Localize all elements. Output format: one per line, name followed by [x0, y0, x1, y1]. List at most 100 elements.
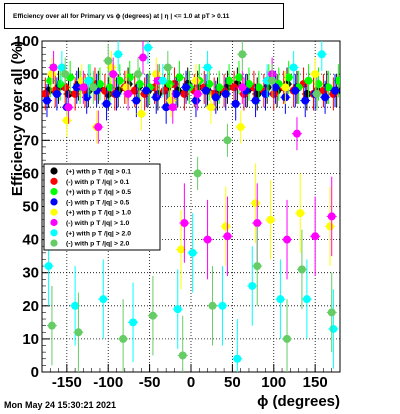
data-point [329, 324, 338, 333]
x-tick-label: 50 [224, 374, 241, 391]
title-box: Efficiency over all for Primary vs ϕ (de… [4, 3, 284, 29]
data-point [324, 83, 333, 92]
data-layer [42, 41, 340, 372]
data-point [119, 334, 128, 343]
data-point [178, 351, 187, 360]
data-point [304, 76, 313, 85]
legend-marker [50, 188, 58, 196]
legend-marker [50, 229, 58, 237]
data-point [138, 53, 147, 62]
data-point [236, 123, 245, 132]
legend-marker [50, 239, 58, 247]
data-point [52, 89, 61, 98]
data-point [283, 334, 292, 343]
x-tick-label: -100 [93, 374, 123, 391]
x-axis-label: ϕ (degrees) [257, 393, 340, 410]
data-point [261, 89, 270, 98]
data-point [158, 76, 167, 85]
data-point [284, 73, 293, 82]
data-point [177, 245, 186, 254]
data-point [109, 70, 118, 79]
data-point [297, 265, 306, 274]
data-point [57, 63, 66, 72]
data-point [94, 123, 103, 132]
data-point [334, 76, 340, 85]
data-point [208, 301, 217, 310]
data-point [311, 70, 320, 79]
data-point [61, 70, 70, 79]
legend-label: (+) with p T /|q| > 2.0 [66, 230, 131, 237]
data-point [49, 63, 58, 72]
data-point [289, 63, 298, 72]
legend-label: (-) with p T /|q| > 1.0 [66, 220, 129, 227]
data-point [137, 109, 146, 118]
data-point [125, 73, 134, 82]
y-tick-label: 80 [22, 99, 39, 116]
data-point [331, 86, 340, 95]
legend-box [43, 163, 161, 251]
data-point [44, 262, 53, 271]
y-tick-label: 100 [14, 33, 39, 50]
data-point [162, 103, 171, 112]
legend-label: (-) with p T /|q| > 0.1 [66, 179, 129, 186]
legend-label: (-) with p T /|q| > 2.0 [66, 241, 129, 248]
data-point [218, 301, 227, 310]
y-tick-label: 70 [22, 132, 39, 149]
data-point [251, 199, 260, 208]
data-point [215, 83, 224, 92]
data-point [89, 83, 98, 92]
legend-marker [50, 208, 58, 216]
y-tick-label: 90 [22, 66, 39, 83]
data-point [201, 86, 210, 95]
data-point [134, 70, 143, 79]
data-point [188, 248, 197, 257]
data-point [95, 80, 104, 89]
data-point [124, 89, 133, 98]
data-point [253, 219, 262, 228]
data-point [301, 96, 310, 105]
x-tick-label: -50 [139, 374, 161, 391]
data-point [321, 93, 330, 102]
data-point [112, 89, 121, 98]
data-point [211, 93, 220, 102]
data-point [251, 96, 260, 105]
data-point [163, 63, 172, 72]
data-point [142, 86, 151, 95]
data-point [276, 295, 285, 304]
data-point [152, 93, 161, 102]
data-point [47, 321, 56, 330]
data-point [79, 83, 88, 92]
legend-label: (+) with p T /|q| > 1.0 [66, 210, 131, 217]
x-tick-label: 100 [261, 374, 286, 391]
legend-marker [50, 198, 58, 206]
data-point [312, 89, 321, 98]
data-point [114, 50, 123, 59]
data-point [105, 83, 114, 92]
y-tick-label: 60 [22, 165, 39, 182]
data-point [104, 56, 113, 65]
data-point [42, 89, 50, 98]
legend-marker [50, 177, 58, 185]
chart-title: Efficiency over all for Primary vs ϕ (de… [13, 13, 230, 20]
x-tick-label: 150 [303, 374, 328, 391]
data-point [302, 295, 311, 304]
data-point [292, 129, 301, 138]
data-point [135, 80, 144, 89]
data-point [327, 212, 336, 221]
data-point [82, 93, 91, 102]
data-point [102, 99, 111, 108]
data-point [317, 50, 326, 59]
data-point [203, 235, 212, 244]
data-point [180, 219, 189, 228]
data-point [72, 83, 81, 92]
data-point [84, 76, 93, 85]
data-point [266, 215, 275, 224]
data-point [64, 103, 73, 112]
data-point [42, 96, 51, 105]
y-tick-label: 10 [22, 331, 39, 348]
data-point [193, 169, 202, 178]
data-point [148, 311, 157, 320]
data-point [268, 76, 277, 85]
legend-label: (+) with p T /|q| > 0.1 [66, 169, 131, 176]
